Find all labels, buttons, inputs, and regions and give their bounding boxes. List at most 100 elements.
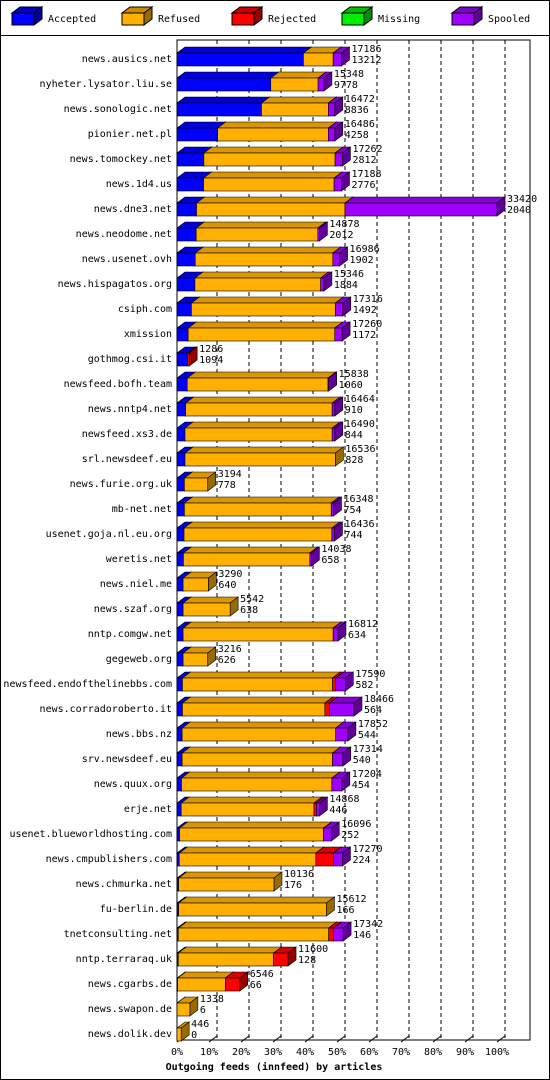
bar-front (176, 827, 180, 842)
bar-front (309, 552, 312, 567)
bar-segment (183, 496, 341, 517)
bar-segment (184, 396, 342, 417)
offered-label: 17316 (353, 294, 383, 305)
bar-front (176, 452, 186, 467)
bar-segment (195, 196, 354, 217)
accepted-label: 582 (355, 680, 373, 691)
offered-label: 16486 (345, 119, 375, 130)
legend-swatch (231, 12, 255, 26)
accepted-label: 844 (345, 430, 363, 441)
accepted-label: 1060 (339, 380, 363, 391)
bar-front (334, 327, 343, 342)
offered-label: 17314 (353, 744, 383, 755)
bar-front (176, 1027, 182, 1042)
y-tick-label: newsfeed.bofh.team (64, 379, 172, 390)
bar-front (177, 952, 274, 967)
offered-label: 15838 (339, 369, 369, 380)
bar-front (333, 927, 344, 942)
bar-front (315, 852, 334, 867)
accepted-label: 252 (341, 830, 359, 841)
legend-swatch-top (340, 6, 374, 14)
bar-top (269, 71, 328, 79)
bar-segment (317, 71, 333, 92)
y-tick-label: newsfeed.endofthelinebbs.com (3, 679, 172, 690)
bar-front (331, 777, 343, 792)
y-tick-label: news.dne3.net (94, 204, 172, 215)
bar-front (176, 277, 196, 292)
y-tick-label: news.swapon.de (88, 1004, 172, 1015)
bar-segment (176, 71, 280, 92)
x-tick-label: 100% (485, 1047, 509, 1058)
offered-label: 17852 (358, 719, 388, 730)
bar-front (323, 827, 332, 842)
bar-front (182, 702, 326, 717)
bar-segment (269, 71, 328, 92)
bar-front (183, 527, 333, 542)
bar-segment (182, 546, 319, 567)
y-tick-label: nyheter.lysator.liu.se (40, 79, 172, 90)
bar-top (202, 146, 344, 154)
offered-label: 5542 (240, 594, 264, 605)
y-tick-label: news.dolik.dev (88, 1029, 172, 1040)
accepted-label: 1094 (199, 355, 223, 366)
bar-segment (181, 721, 345, 742)
accepted-label: 634 (348, 630, 366, 641)
y-tick-label: news.nntp4.net (88, 404, 172, 415)
bar-segment (176, 1021, 191, 1042)
y-tick-label: gegeweb.org (106, 654, 172, 665)
bar-segment (272, 946, 297, 967)
bar-front (332, 252, 340, 267)
bar-front (176, 777, 182, 792)
bar-top (194, 271, 330, 279)
x-tick-label: 40% (296, 1047, 314, 1058)
bar-front (176, 377, 188, 392)
bar-front (176, 677, 183, 692)
bar-front (176, 177, 204, 192)
offered-label: 16812 (348, 619, 378, 630)
bar-top (195, 196, 354, 204)
bar-top (181, 746, 342, 754)
offered-label: 3290 (218, 569, 242, 580)
offered-label: 10136 (284, 869, 314, 880)
bar-front (335, 677, 346, 692)
bar-top (216, 121, 338, 129)
y-tick-label: weretis.net (106, 554, 172, 565)
bar-segment (176, 971, 235, 992)
bar-top (177, 946, 283, 954)
bar-front (332, 677, 337, 692)
bar-top (181, 696, 334, 704)
bar-front (196, 202, 346, 217)
bar-segment (333, 171, 351, 192)
bar-top (177, 896, 336, 904)
accepted-label: 146 (353, 930, 371, 941)
x-tick-label: 60% (360, 1047, 378, 1058)
bar-front (329, 702, 355, 717)
y-tick-label: srv.newsdeef.eu (82, 754, 172, 765)
bar-front (176, 52, 304, 67)
y-tick-label: newsfeed.xs3.de (82, 429, 172, 440)
bar-front (333, 852, 343, 867)
y-tick-label: xmission (124, 329, 172, 340)
bar-segment (182, 621, 343, 642)
bar-front (184, 427, 333, 442)
bar-front (332, 627, 339, 642)
accepted-label: 13212 (351, 55, 381, 66)
bar-front (317, 77, 325, 92)
bar-front (225, 977, 241, 992)
y-tick-label: news.quux.org (94, 779, 172, 790)
bar-top (183, 521, 341, 529)
accepted-label: 754 (343, 505, 361, 516)
accepted-label: 640 (218, 580, 236, 591)
bar-segment (332, 46, 351, 67)
accepted-label: 828 (345, 455, 363, 466)
accepted-label: 540 (353, 755, 371, 766)
bar-front (176, 352, 188, 367)
offered-label: 17204 (352, 769, 382, 780)
bar-front (176, 152, 205, 167)
bar-top (181, 721, 345, 729)
bar-front (176, 1002, 191, 1017)
legend-label: Spooled (488, 14, 530, 25)
bar-front (178, 852, 317, 867)
y-tick-label: usenet.goja.nl.eu.org (46, 529, 172, 540)
bar-front (320, 277, 325, 292)
